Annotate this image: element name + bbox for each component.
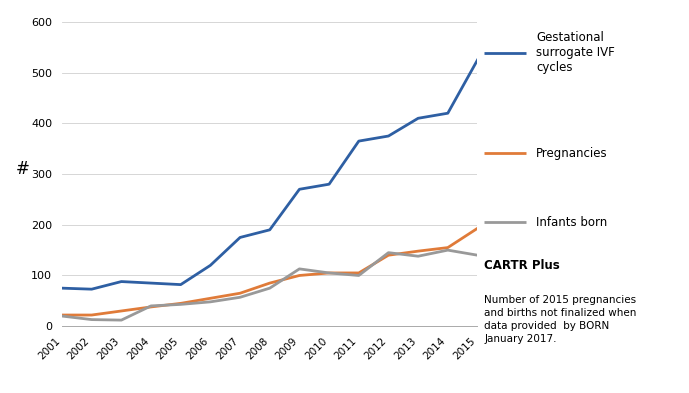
Text: Number of 2015 pregnancies
and births not finalized when
data provided  by BORN
: Number of 2015 pregnancies and births no…: [484, 295, 637, 344]
Text: CARTR Plus: CARTR Plus: [484, 259, 560, 272]
Text: Pregnancies: Pregnancies: [536, 147, 608, 160]
Text: Gestational
surrogate IVF
cycles: Gestational surrogate IVF cycles: [536, 31, 615, 74]
Y-axis label: #: #: [16, 160, 30, 178]
Text: Infants born: Infants born: [536, 216, 607, 229]
